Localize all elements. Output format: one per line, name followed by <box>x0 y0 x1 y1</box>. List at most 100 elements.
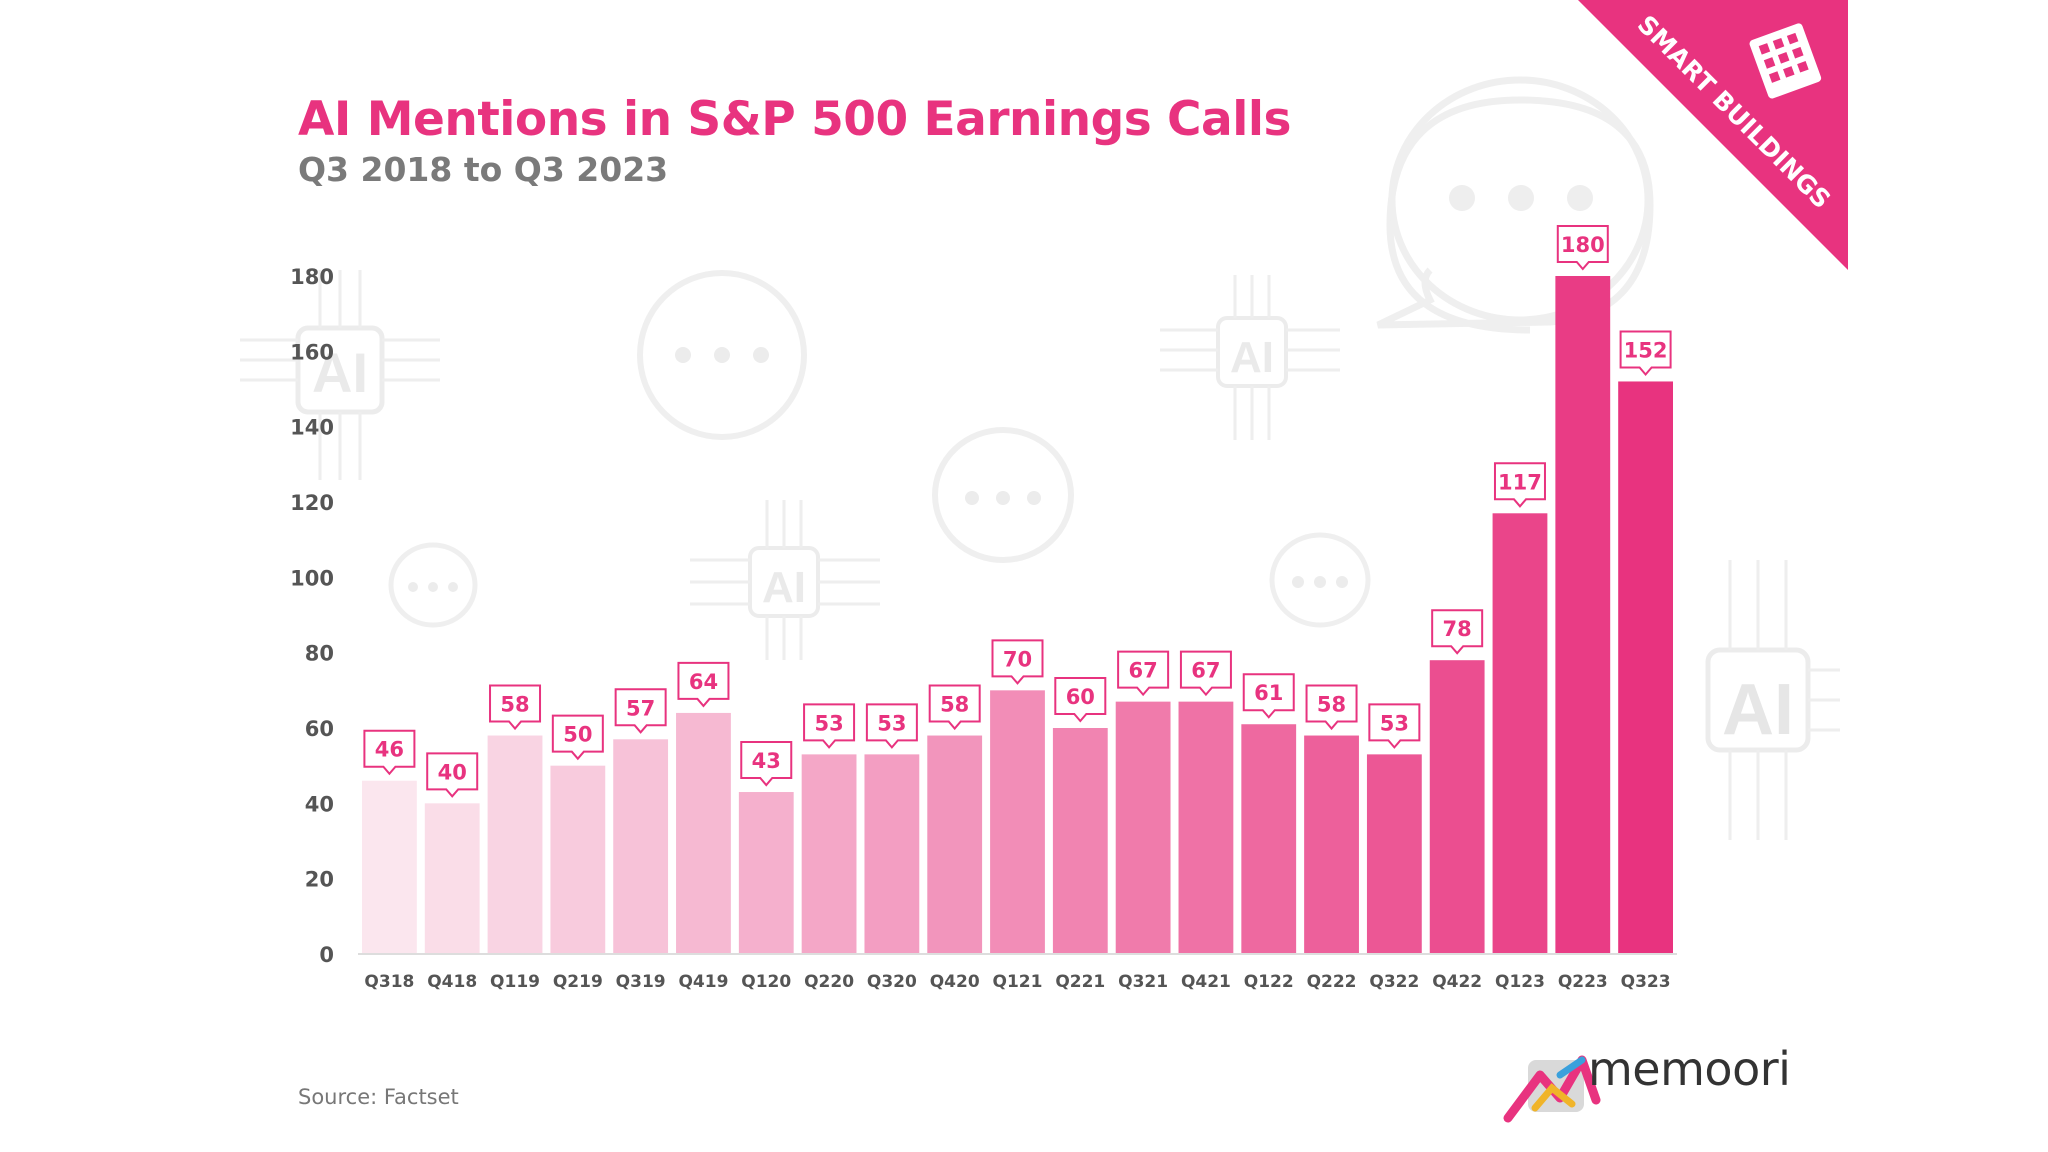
data-label-Q420: 58 <box>940 693 969 717</box>
data-label-box <box>551 714 604 761</box>
data-label-box <box>1242 673 1295 719</box>
bar-Q321 <box>1115 701 1171 954</box>
data-label-box <box>489 684 542 731</box>
data-label-Q318: 46 <box>375 738 404 762</box>
building-icon <box>1749 23 1822 99</box>
speech-bubble-icon <box>1269 532 1371 628</box>
data-label-Q220: 53 <box>814 711 843 735</box>
data-label-Q322: 53 <box>1380 711 1409 735</box>
data-label-box <box>865 703 918 749</box>
ai-chip-icon: AI <box>240 270 440 480</box>
svg-text:AI: AI <box>312 341 368 404</box>
data-label-box <box>363 729 416 776</box>
x-tick-label: Q122 <box>1244 972 1294 992</box>
x-tick-label: Q121 <box>993 972 1043 992</box>
chart-subtitle: Q3 2018 to Q3 2023 <box>298 150 669 189</box>
y-tick-label: 140 <box>290 416 334 440</box>
y-tick-label: 120 <box>290 491 334 515</box>
x-tick-label: Q119 <box>490 972 540 992</box>
speech-bubble-icon <box>932 427 1074 563</box>
data-label-box <box>1179 650 1232 697</box>
y-tick-label: 40 <box>305 792 334 816</box>
bar-Q223 <box>1555 276 1611 954</box>
y-tick-label: 20 <box>305 868 334 892</box>
x-tick-label: Q420 <box>930 972 980 992</box>
bar-Q120 <box>738 792 794 954</box>
x-tick-label: Q222 <box>1307 972 1357 992</box>
ai-chip-icon: AI <box>1160 275 1340 440</box>
svg-text:AI: AI <box>1230 333 1274 382</box>
data-label-box <box>1054 677 1107 723</box>
data-label-Q421: 67 <box>1191 659 1220 683</box>
bar-series <box>362 276 1673 954</box>
data-label-box <box>426 752 479 798</box>
speech-bubble-icon <box>1376 76 1654 334</box>
data-label-Q323: 152 <box>1624 338 1668 362</box>
svg-text:AI: AI <box>762 563 806 612</box>
svg-text:AI: AI <box>1722 670 1794 750</box>
x-tick-label: Q123 <box>1495 972 1545 992</box>
bar-Q418 <box>424 803 480 954</box>
bar-Q419 <box>676 712 731 954</box>
data-label-Q222: 58 <box>1317 693 1346 717</box>
data-label-box <box>1493 462 1546 508</box>
x-tick-label: Q219 <box>553 972 603 992</box>
x-tick-label: Q323 <box>1621 972 1671 992</box>
x-tick-label: Q422 <box>1432 972 1482 992</box>
data-label-box <box>677 661 730 708</box>
bar-Q222 <box>1304 735 1359 954</box>
speech-bubble-icon <box>388 542 478 628</box>
source-note: Source: Factset <box>298 1085 459 1109</box>
data-label-Q221: 60 <box>1066 685 1095 709</box>
memoori-brand-name: memoori <box>1588 1042 1791 1096</box>
data-label-box <box>1117 650 1170 697</box>
bar-Q219 <box>550 765 606 954</box>
data-label-box <box>991 639 1044 685</box>
data-label-Q419: 64 <box>689 670 718 694</box>
smart-buildings-ribbon: SMART BUILDINGS <box>1578 0 1848 270</box>
data-label-Q122: 61 <box>1254 681 1283 705</box>
data-label-Q121: 70 <box>1003 647 1032 671</box>
data-label-Q119: 58 <box>500 693 529 717</box>
data-label-box <box>1431 609 1484 655</box>
x-axis: Q318 Q418 Q119 Q219 Q319 Q419 Q120 Q220 Q320 Q420… <box>358 953 1677 992</box>
speech-bubble-icon <box>637 270 807 440</box>
ai-chip-icon: AI <box>1705 560 1840 840</box>
x-tick-label: Q220 <box>804 972 854 992</box>
data-label-box <box>614 688 667 734</box>
data-label-box <box>1619 330 1672 377</box>
bar-Q119 <box>487 735 543 954</box>
data-label-box <box>1556 225 1609 271</box>
bar-Q420 <box>927 735 983 954</box>
y-axis: 0 20 40 60 80 100 120 140 160 180 <box>290 265 334 967</box>
data-label-Q219: 50 <box>563 723 592 747</box>
y-tick-label: 80 <box>305 642 334 666</box>
x-tick-label: Q223 <box>1558 972 1608 992</box>
data-label-Q123: 117 <box>1498 470 1542 494</box>
data-label-Q120: 43 <box>752 749 781 773</box>
bar-Q123 <box>1492 513 1548 954</box>
x-tick-label: Q419 <box>678 972 728 992</box>
data-label-Q422: 78 <box>1443 617 1472 641</box>
x-tick-label: Q322 <box>1369 972 1419 992</box>
data-label-box <box>1305 684 1358 731</box>
memoori-logo-icon <box>1503 1055 1601 1123</box>
bar-Q323 <box>1618 381 1673 954</box>
x-tick-label: Q318 <box>364 972 414 992</box>
data-label-box <box>740 741 793 787</box>
x-tick-label: Q221 <box>1055 972 1105 992</box>
bar-Q220 <box>801 754 857 954</box>
bar-Q422 <box>1429 660 1485 954</box>
x-tick-label: Q319 <box>616 972 666 992</box>
x-tick-label: Q320 <box>867 972 917 992</box>
bar-Q319 <box>613 739 669 954</box>
bar-Q122 <box>1241 724 1297 954</box>
y-tick-label: 180 <box>290 265 334 289</box>
watermark-layer: AI AI AI AI <box>240 76 1840 840</box>
data-label-Q223: 180 <box>1561 233 1605 257</box>
data-label-Q320: 53 <box>877 711 906 735</box>
data-label-Q418: 40 <box>438 760 467 784</box>
data-label-box <box>803 703 856 749</box>
bar-Q121 <box>990 690 1045 954</box>
